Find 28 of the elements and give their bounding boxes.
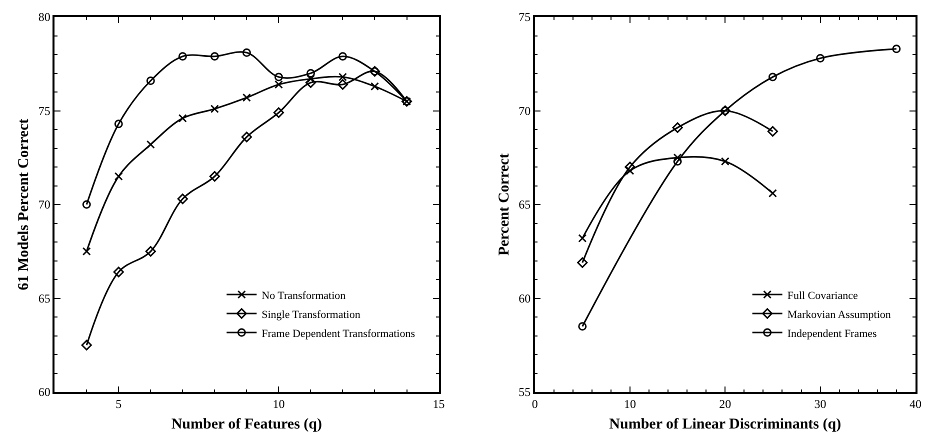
y-tick-label: 55	[518, 385, 531, 400]
y-tick-label: 60	[518, 291, 531, 306]
y-tick-label: 65	[518, 198, 531, 212]
x-tick-label: 30	[814, 397, 826, 412]
x-tick-label: 15	[432, 397, 445, 412]
y-tick-label: 75	[38, 104, 50, 118]
y-tick-label: 75	[518, 10, 531, 24]
y-axis-title: Percent Correct	[496, 153, 512, 256]
x-tick-label: 0	[532, 397, 538, 412]
legend-label: Single Transformation	[262, 308, 361, 321]
x-axis-title: Number of Linear Discriminants (q)	[609, 416, 842, 433]
y-tick-label: 80	[38, 10, 50, 24]
legend-label: No Transformation	[262, 290, 346, 302]
y-tick-label: 70	[38, 198, 50, 212]
x-tick-label: 10	[272, 397, 285, 412]
legend-label: Markovian Assumption	[787, 308, 892, 321]
legend-label: Frame Dependent Transformations	[262, 328, 416, 340]
x-axis-title: Number of Features (q)	[171, 416, 322, 433]
legend-label: Independent Frames	[787, 328, 877, 340]
x-tick-label: 20	[719, 397, 732, 412]
legend-label: Full Covariance	[787, 290, 858, 302]
y-tick-label: 65	[38, 291, 50, 306]
x-tick-label: 10	[624, 397, 636, 412]
y-tick-label: 70	[518, 104, 531, 118]
y-axis-title: 61 Models Percent Correct	[16, 118, 32, 290]
y-tick-label: 60	[38, 385, 50, 400]
x-tick-label: 5	[116, 397, 122, 412]
x-tick-label: 40	[909, 397, 922, 412]
